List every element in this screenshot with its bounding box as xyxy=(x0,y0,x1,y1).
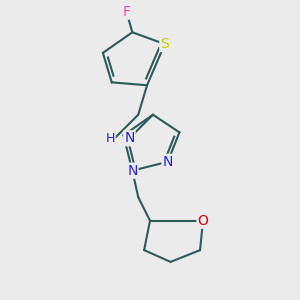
Text: S: S xyxy=(160,37,169,51)
Text: O: O xyxy=(197,214,208,228)
Text: H: H xyxy=(105,132,115,145)
Text: N: N xyxy=(127,164,137,178)
Text: N: N xyxy=(163,155,173,169)
Text: N: N xyxy=(124,131,135,145)
Text: F: F xyxy=(122,5,130,19)
